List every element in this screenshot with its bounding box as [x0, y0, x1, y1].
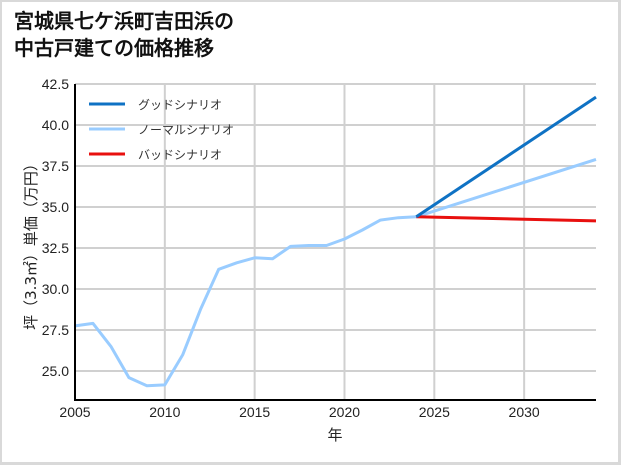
series-line: [416, 215, 597, 223]
chart-title-line-1: 宮城県七ケ浜町吉田浜の: [14, 9, 234, 33]
y-tick-label: 25.0: [42, 363, 69, 379]
y-tick-label: 35.0: [42, 199, 69, 215]
y-tick-label: 27.5: [42, 322, 69, 338]
y-tick-label: 32.5: [42, 240, 69, 256]
x-tick-label: 2020: [329, 404, 360, 420]
chart-title: 宮城県七ケ浜町吉田浜の 中古戸建ての価格推移: [14, 8, 234, 62]
y-tick-label: 42.5: [42, 76, 69, 92]
y-axis-label: 坪（3.3㎡）単価（万円）: [22, 156, 40, 330]
y-tick-label: 37.5: [42, 158, 69, 174]
chart-title-line-2: 中古戸建ての価格推移: [14, 36, 214, 60]
x-tick-label: 2030: [509, 404, 540, 420]
grid-lines: [75, 83, 596, 400]
y-tick-label: 40.0: [42, 117, 69, 133]
x-axis-label: 年: [327, 426, 342, 444]
series-lines: [74, 95, 597, 388]
x-tick-label: 2015: [239, 404, 270, 420]
series-line: [415, 95, 597, 219]
legend-label: グッドシナリオ: [138, 98, 222, 112]
tick-labels: 25.0 27.5 30.0 32.5 35.0 37.5 40.0 42.5 2005 2010…: [42, 76, 540, 420]
legend-label: ノーマルシナリオ: [138, 123, 234, 137]
y-tick-label: 30.0: [42, 281, 69, 297]
legend-label: バッドシナリオ: [138, 148, 222, 162]
series-line: [74, 157, 597, 388]
axes: [74, 84, 596, 401]
x-tick-label: 2005: [59, 404, 90, 420]
x-tick-label: 2010: [149, 404, 180, 420]
x-tick-label: 2025: [419, 404, 450, 420]
